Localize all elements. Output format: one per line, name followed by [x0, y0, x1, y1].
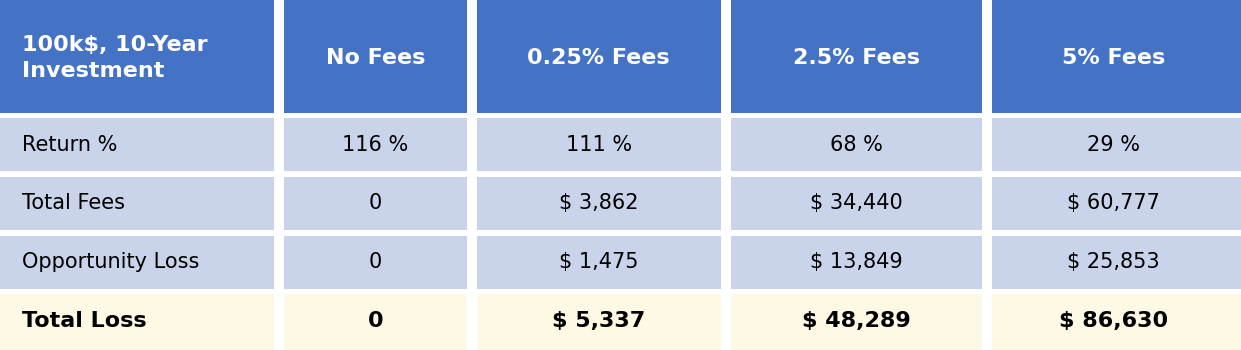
Bar: [982, 0, 992, 350]
Text: 111 %: 111 %: [566, 135, 632, 155]
Text: 68 %: 68 %: [830, 135, 882, 155]
Bar: [472, 0, 726, 116]
Bar: [987, 233, 1241, 291]
Text: 0: 0: [367, 311, 383, 331]
Text: 0: 0: [369, 194, 382, 214]
Text: 100k$, 10-Year
Investment: 100k$, 10-Year Investment: [22, 35, 208, 81]
Bar: [274, 0, 284, 350]
Text: Return %: Return %: [22, 135, 118, 155]
Bar: [0, 288, 1241, 294]
Text: $ 1,475: $ 1,475: [558, 252, 639, 272]
Text: Opportunity Loss: Opportunity Loss: [22, 252, 200, 272]
Text: $ 25,853: $ 25,853: [1067, 252, 1160, 272]
Bar: [987, 291, 1241, 350]
Text: 0.25% Fees: 0.25% Fees: [527, 48, 670, 68]
Text: Total Loss: Total Loss: [22, 311, 146, 331]
Text: Total Fees: Total Fees: [22, 194, 125, 214]
Bar: [0, 174, 279, 233]
Text: $ 34,440: $ 34,440: [810, 194, 902, 214]
Bar: [721, 0, 731, 350]
Bar: [0, 230, 1241, 236]
Text: $ 5,337: $ 5,337: [552, 311, 645, 331]
Bar: [472, 174, 726, 233]
Bar: [726, 291, 987, 350]
Text: 5% Fees: 5% Fees: [1062, 48, 1165, 68]
Text: $ 48,289: $ 48,289: [802, 311, 911, 331]
Bar: [472, 233, 726, 291]
Text: 29 %: 29 %: [1087, 135, 1140, 155]
Bar: [726, 233, 987, 291]
Text: 2.5% Fees: 2.5% Fees: [793, 48, 920, 68]
Bar: [726, 174, 987, 233]
Bar: [0, 172, 1241, 177]
Bar: [0, 233, 279, 291]
Text: $ 60,777: $ 60,777: [1067, 194, 1160, 214]
Bar: [987, 174, 1241, 233]
Bar: [472, 116, 726, 174]
Bar: [0, 291, 279, 350]
Bar: [472, 291, 726, 350]
Bar: [279, 291, 472, 350]
Bar: [0, 113, 1241, 118]
Bar: [279, 0, 472, 116]
Bar: [726, 0, 987, 116]
Text: $ 13,849: $ 13,849: [810, 252, 902, 272]
Bar: [987, 116, 1241, 174]
Text: 116 %: 116 %: [343, 135, 408, 155]
Bar: [0, 0, 279, 116]
Text: 0: 0: [369, 252, 382, 272]
Bar: [279, 116, 472, 174]
Text: $ 86,630: $ 86,630: [1060, 311, 1168, 331]
Bar: [467, 0, 477, 350]
Text: $ 3,862: $ 3,862: [558, 194, 639, 214]
Bar: [0, 116, 279, 174]
Bar: [279, 174, 472, 233]
Bar: [726, 116, 987, 174]
Text: No Fees: No Fees: [325, 48, 426, 68]
Bar: [987, 0, 1241, 116]
Bar: [279, 233, 472, 291]
